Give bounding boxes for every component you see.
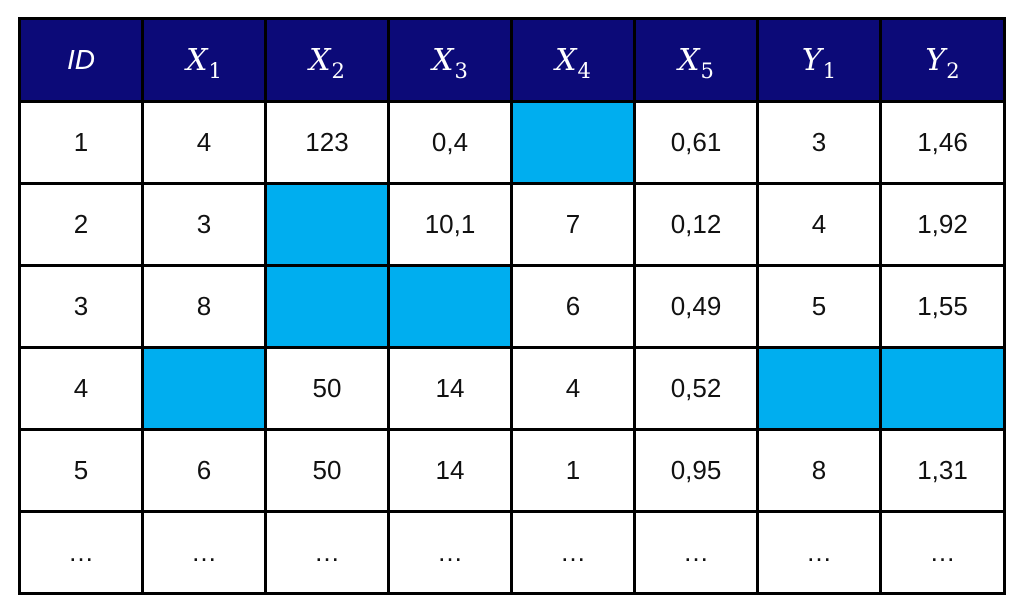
cell-id: 4 [18, 346, 144, 431]
missing-value-cell-x4 [510, 100, 636, 185]
cell-id: 3 [18, 264, 144, 349]
cell-x5: 0,12 [633, 182, 759, 267]
cell-id: … [18, 510, 144, 595]
cell-x2: … [264, 510, 390, 595]
cell-x4: 1 [510, 428, 636, 513]
missing-value-cell-x1 [141, 346, 267, 431]
cell-x3: 0,4 [387, 100, 513, 185]
header-x3-sub: 3 [454, 58, 468, 83]
table-row: 3 8 6 0,49 5 1,55 [18, 264, 1006, 349]
cell-y1: 5 [756, 264, 882, 349]
table-body: 1 4 123 0,4 0,61 3 1,46 2 3 10,1 7 0,12 4 1,92 3 8 6 0,49… [18, 100, 1006, 595]
table-row: 5 6 50 14 1 0,95 8 1,31 [18, 428, 1006, 513]
header-x5-sub: 5 [700, 58, 714, 83]
cell-y1: 4 [756, 182, 882, 267]
cell-y2: 1,31 [879, 428, 1006, 513]
header-y1: Y1 [756, 17, 882, 103]
cell-y1: … [756, 510, 882, 595]
header-x5: X5 [633, 17, 759, 103]
header-x2-sub: 2 [331, 58, 345, 83]
cell-x4: 6 [510, 264, 636, 349]
cell-x2: 123 [264, 100, 390, 185]
header-id: ID [18, 17, 144, 103]
header-y1-sub: 1 [822, 58, 837, 83]
header-x4-sub: 4 [577, 58, 591, 83]
cell-y2: 1,55 [879, 264, 1006, 349]
cell-y1: 8 [756, 428, 882, 513]
header-y1-base: Y [801, 42, 822, 78]
header-x2: X2 [264, 17, 390, 103]
header-x1: X1 [141, 17, 267, 103]
header-x4-base: X [555, 42, 577, 78]
missing-value-cell-x2 [264, 182, 390, 267]
header-x5-base: X [678, 42, 700, 78]
cell-x2: 50 [264, 428, 390, 513]
cell-y2: 1,46 [879, 100, 1006, 185]
cell-x1: 3 [141, 182, 267, 267]
cell-x2: 50 [264, 346, 390, 431]
missing-value-cell-y1 [756, 346, 882, 431]
cell-x5: 0,95 [633, 428, 759, 513]
cell-id: 5 [18, 428, 144, 513]
cell-x4: 7 [510, 182, 636, 267]
missing-value-cell-x2 [264, 264, 390, 349]
missing-value-cell-y2 [879, 346, 1006, 431]
header-y2: Y2 [879, 17, 1006, 103]
header-x1-sub: 1 [208, 58, 222, 83]
header-x3: X3 [387, 17, 513, 103]
cell-x4: 4 [510, 346, 636, 431]
cell-id: 1 [18, 100, 144, 185]
header-y2-base: Y [925, 42, 946, 78]
header-x4: X4 [510, 17, 636, 103]
table-row: …………………… [18, 510, 1006, 595]
cell-x4: … [510, 510, 636, 595]
header-x1-base: X [186, 42, 208, 78]
cell-x1: 4 [141, 100, 267, 185]
header-x2-base: X [309, 42, 331, 78]
cell-x3: 10,1 [387, 182, 513, 267]
table-row: 1 4 123 0,4 0,61 3 1,46 [18, 100, 1006, 185]
cell-x1: 8 [141, 264, 267, 349]
cell-y1: 3 [756, 100, 882, 185]
table-row: 4 50 14 4 0,52 [18, 346, 1006, 431]
cell-x3: … [387, 510, 513, 595]
header-row: ID X1 X2 X3 X4 X5 Y1 Y2 [18, 17, 1006, 103]
table-row: 2 3 10,1 7 0,12 4 1,92 [18, 182, 1006, 267]
cell-x5: 0,49 [633, 264, 759, 349]
missing-value-cell-x3 [387, 264, 513, 349]
header-x3-base: X [432, 42, 454, 78]
cell-x5: 0,61 [633, 100, 759, 185]
data-table: ID X1 X2 X3 X4 X5 Y1 Y2 1 4 123 0,4 0,61 3 1,4… [18, 17, 1006, 595]
cell-id: 2 [18, 182, 144, 267]
cell-x3: 14 [387, 428, 513, 513]
cell-y2: … [879, 510, 1006, 595]
cell-y2: 1,92 [879, 182, 1006, 267]
header-id-label: ID [67, 44, 95, 75]
header-y2-sub: 2 [946, 58, 960, 83]
cell-x3: 14 [387, 346, 513, 431]
cell-x1: … [141, 510, 267, 595]
cell-x5: 0,52 [633, 346, 759, 431]
cell-x5: … [633, 510, 759, 595]
cell-x1: 6 [141, 428, 267, 513]
